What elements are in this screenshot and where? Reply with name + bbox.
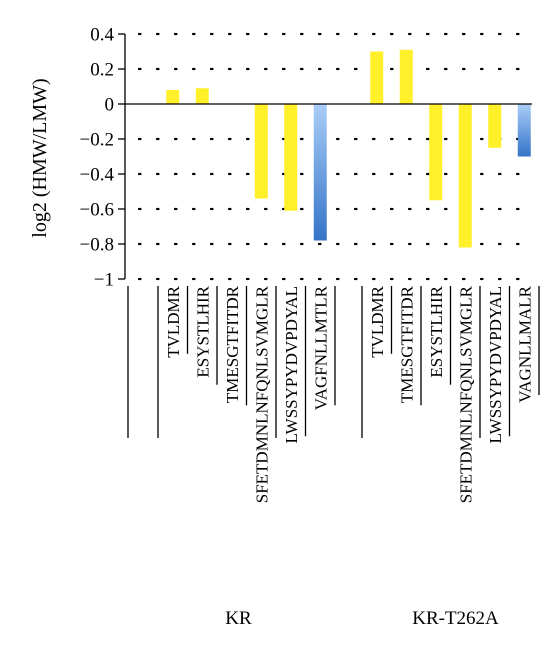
category-label: SFETDMNLNFQNLSVMGLR xyxy=(252,285,271,503)
bar-kr-sfetdmnlnfqnlsvmglr xyxy=(254,104,268,199)
category-label: TMESGTFITDR xyxy=(397,285,416,403)
y-tick-label: 0.4 xyxy=(90,25,114,46)
y-tick-label: 0 xyxy=(105,95,115,116)
category-label: ESYSTLHIR xyxy=(427,285,446,377)
category-label: VAGFNLLMTLR xyxy=(311,285,330,410)
bar-kr-t262a-sfetdmnlnfqnlsvmglr xyxy=(458,104,472,248)
group-label-kr-t262a: KR-T262A xyxy=(412,608,499,629)
category-label: LWSSYPYDVPDYAL xyxy=(282,286,301,443)
bar-kr-t262a-tvldmr xyxy=(370,51,384,104)
group-label-kr: KR xyxy=(225,608,252,629)
bar-kr-t262a-esystlhir xyxy=(429,104,443,201)
category-label: TVLDMR xyxy=(164,285,183,357)
bar-kr-vagfnllmtlr xyxy=(313,104,327,241)
bar-kr-tvldmr xyxy=(166,90,180,104)
category-label: TVLDMR xyxy=(368,285,387,357)
y-tick-label: −0.6 xyxy=(80,200,114,221)
category-label: VAGNLLMALR xyxy=(515,285,534,402)
category-label: LWSSYPYDVPDYAL xyxy=(486,286,505,443)
y-tick-label: −0.8 xyxy=(80,235,114,256)
bar-kr-t262a-tmesgtfitdr xyxy=(399,49,413,104)
category-labels: TVLDMR ESYSTLHIR TMESGTFITDR SFETDMNLNFQNLS… xyxy=(164,285,535,503)
y-tick-label: −1 xyxy=(94,270,114,291)
bar-kr-esystlhir xyxy=(195,88,209,104)
category-label: SFETDMNLNFQNLSVMGLR xyxy=(456,285,475,503)
bar-kr-t262a-lwssypydvpdyal xyxy=(488,104,502,148)
y-tick-label: −0.4 xyxy=(80,165,115,186)
y-tick-labels: 0.4 0.2 0 −0.2 −0.4 −0.6 −0.8 −1 xyxy=(80,25,115,291)
bars xyxy=(166,49,531,248)
y-tick-label: 0.2 xyxy=(90,60,114,81)
y-tick-label: −0.2 xyxy=(80,130,114,151)
y-axis-label: log2 (HMW/LMW) xyxy=(29,78,51,237)
category-label: ESYSTLHIR xyxy=(193,285,212,377)
group-labels: KR KR-T262A xyxy=(225,608,499,629)
gridlines xyxy=(137,32,534,281)
axes xyxy=(118,33,540,438)
category-label: TMESGTFITDR xyxy=(223,285,242,403)
bar-kr-lwssypydvpdyal xyxy=(284,104,298,211)
bar-kr-t262a-vagnllmalr xyxy=(517,104,531,157)
